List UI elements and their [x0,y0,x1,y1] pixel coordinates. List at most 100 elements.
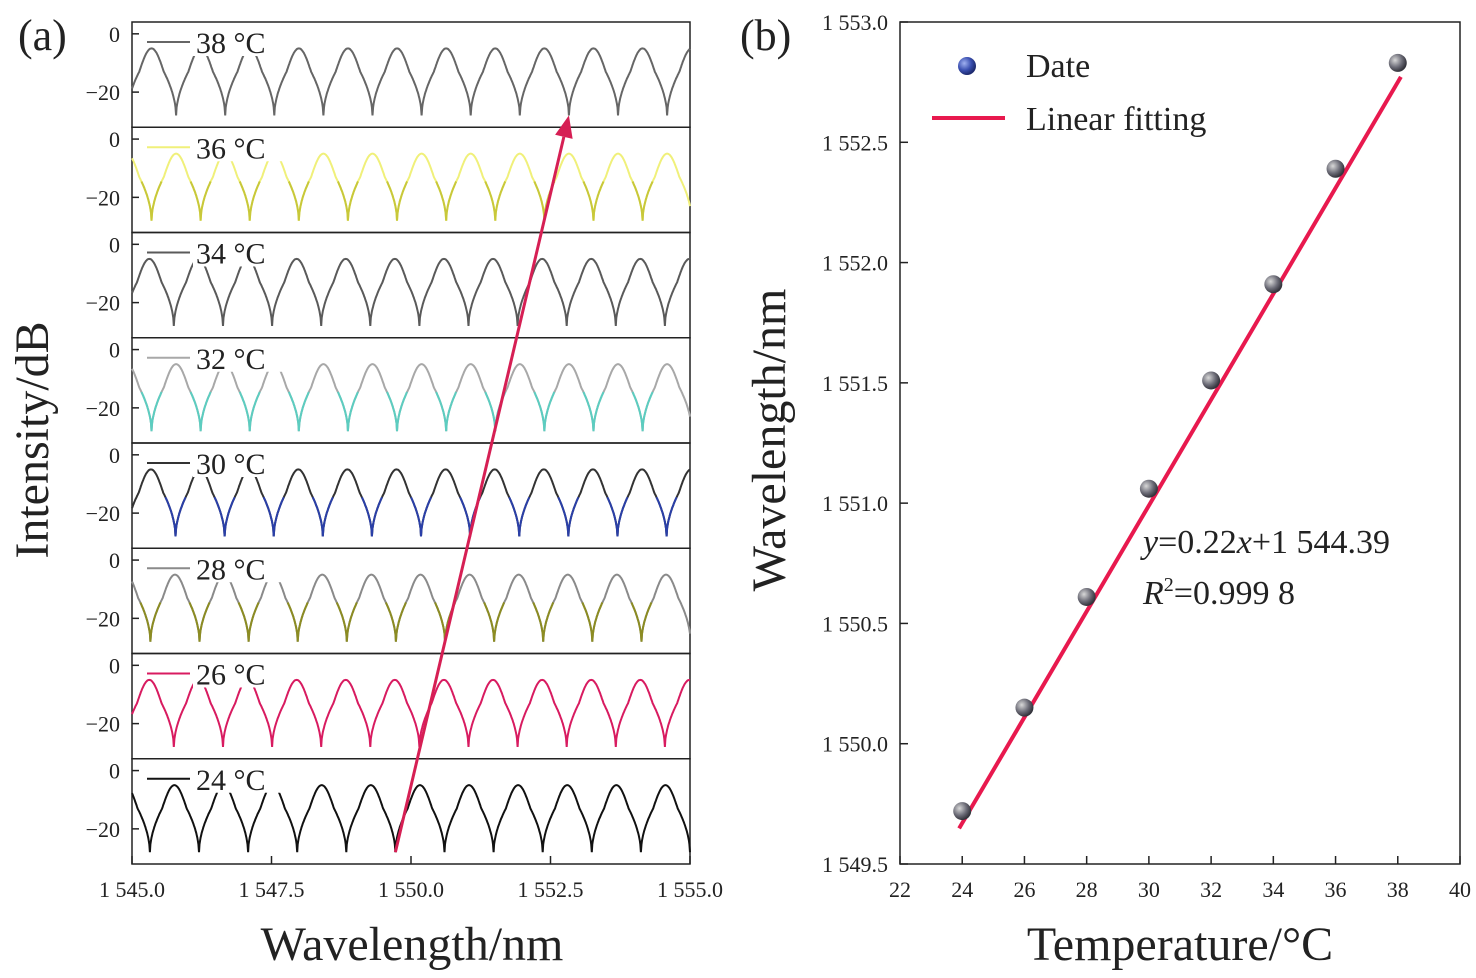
x-tick-label: 32 [1200,877,1222,902]
trace-dip [631,181,654,221]
trace-dip [581,602,604,642]
trace-dip [287,181,310,221]
fit-equation-part1: =0.22 [1158,524,1237,561]
y-tick-label: 1 551.5 [822,371,888,396]
data-point [1264,275,1283,294]
trace-dip [140,391,163,432]
y-tick-label: 1 550.5 [822,611,888,636]
trace-label: 24 °C [196,764,266,797]
trace-line [131,47,691,116]
data-point [1139,479,1158,498]
x-tick-label: 1 545.0 [99,877,165,902]
panel-b-legend: Date Linear fitting [932,48,1206,138]
trace-dip [557,496,580,537]
trace-label: 38 °C [196,27,266,60]
fit-r-value: =0.999 8 [1174,575,1295,612]
x-tick-label: 26 [1013,877,1035,902]
x-tick-label: 38 [1387,877,1409,902]
trace-dip [582,181,605,221]
y-tick-label: −20 [86,185,120,210]
trace-dip [337,181,359,221]
trace-dip [631,391,654,432]
legend-date-marker [958,57,976,75]
panel-a: (a) Intensity/dB Wavelength/nm 38 °C 36 °… [6,11,723,971]
trace-label-bg [193,550,283,583]
x-tick-label: 40 [1449,877,1471,902]
fit-r-superscript: 2 [1164,574,1174,596]
trace-label: 34 °C [196,238,266,271]
trace-dip [237,602,260,642]
trace-dip [533,391,556,432]
trace-dip [435,391,458,432]
trace-dip [311,496,334,537]
data-point [1077,587,1096,606]
trace-dip [435,181,458,221]
panel-a-frames [131,21,691,865]
trace-dip [582,391,605,432]
fit-equation-x: x [1236,524,1252,561]
y-tick-label: −20 [86,501,120,526]
panel-a-shift-arrow [393,115,573,853]
trace-label-bg [193,339,283,372]
trace-dip [483,602,506,642]
trace-dip [384,602,407,642]
trace-dip [386,181,408,221]
data-point [1015,698,1034,717]
panel-a-label: (a) [18,11,67,60]
trace-line [131,257,691,326]
panel-b-ticks: 22 24 26 28 30 32 34 36 38 40 1 549.5 1 550.0 1 550.… [822,10,1471,902]
trace-dip [189,391,212,432]
fit-equation: y=0.22x+1 544.39 [1140,524,1390,561]
x-tick-label: 24 [951,877,973,902]
data-point [1202,371,1221,390]
y-tick-label: 1 553.0 [822,10,888,35]
x-tick-label: 28 [1076,877,1098,902]
y-tick-label: 1 552.5 [822,130,888,155]
panel-a-x-ticks: 1 545.0 1 547.5 1 550.0 1 552.5 1 555.0 [99,856,723,902]
y-tick-label: 0 [109,127,120,152]
trace-label: 26 °C [196,659,266,692]
y-tick-label: −20 [86,606,120,631]
fit-equation-y: y [1140,524,1159,561]
y-tick-label: 1 549.5 [822,852,888,877]
y-tick-label: 0 [109,338,120,363]
trace-label-bg [193,234,283,267]
shift-arrow-head [555,115,573,139]
trace-dip [140,181,163,221]
trace-label-bg [193,760,283,793]
panel-b-fit-line [957,75,1403,830]
y-tick-label: −20 [86,80,120,105]
panel-b-label: (b) [740,11,791,60]
trace-line [131,678,691,747]
panel-b-points [953,53,1407,821]
trace-dip [532,602,555,642]
trace-dip [238,391,261,432]
y-tick-label: −20 [86,396,120,421]
panel-a-traces [131,47,691,853]
y-tick-label: 1 551.0 [822,491,888,516]
panel-b: (b) Wavelength/nm Temperature/°C 22 24 26 2… [740,10,1471,971]
trace-dip [606,496,629,537]
x-tick-label: 1 552.5 [518,877,584,902]
trace-dip [335,602,358,642]
trace-dip [164,496,187,537]
fit-r-squared: R2=0.999 8 [1142,574,1295,612]
panel-a-ylabel: Intensity/dB [6,321,59,558]
y-tick-label: 0 [109,443,120,468]
y-tick-label: 0 [109,232,120,257]
panel-b-ylabel: Wavelength/nm [743,289,796,592]
trace-dip [238,181,261,221]
x-tick-label: 1 547.5 [239,877,305,902]
trace-dip [262,496,285,537]
trace-dip [337,391,359,432]
fit-r-symbol: R [1142,575,1164,612]
fit-equation-part2: +1 544.39 [1252,524,1390,561]
y-tick-label: −20 [86,712,120,737]
panel-b-xlabel: Temperature/°C [1027,918,1333,971]
trace-label: 30 °C [196,448,266,481]
trace-label: 32 °C [196,343,266,376]
panel-a-xlabel: Wavelength/nm [261,918,564,971]
legend-fit-label: Linear fitting [1026,101,1206,138]
x-tick-label: 34 [1262,877,1284,902]
